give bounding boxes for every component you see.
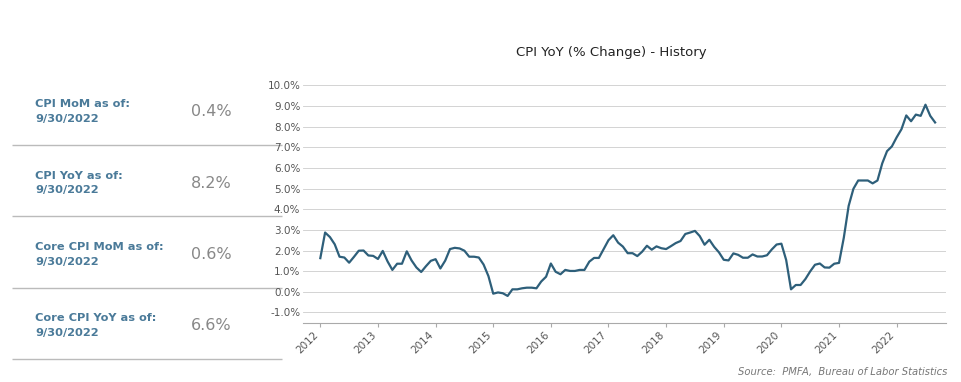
Text: 0.6%: 0.6% bbox=[190, 247, 231, 262]
Text: 0.4%: 0.4% bbox=[190, 104, 231, 119]
Text: CPI MoM as of:
9/30/2022: CPI MoM as of: 9/30/2022 bbox=[36, 99, 130, 124]
Text: CPI YoY (% Change) - History: CPI YoY (% Change) - History bbox=[515, 46, 705, 59]
Text: Core CPI YoY as of:
9/30/2022: Core CPI YoY as of: 9/30/2022 bbox=[36, 313, 157, 338]
Text: 8.2%: 8.2% bbox=[190, 176, 232, 191]
Text: CPI YoY as of:
9/30/2022: CPI YoY as of: 9/30/2022 bbox=[36, 171, 123, 196]
Text: CONSUMER PRICE INDEX: CONSUMER PRICE INDEX bbox=[336, 15, 625, 35]
Text: 6.6%: 6.6% bbox=[190, 318, 231, 333]
Text: Core CPI MoM as of:
9/30/2022: Core CPI MoM as of: 9/30/2022 bbox=[36, 242, 163, 267]
Text: Source:  PMFA,  Bureau of Labor Statistics: Source: PMFA, Bureau of Labor Statistics bbox=[737, 367, 947, 377]
